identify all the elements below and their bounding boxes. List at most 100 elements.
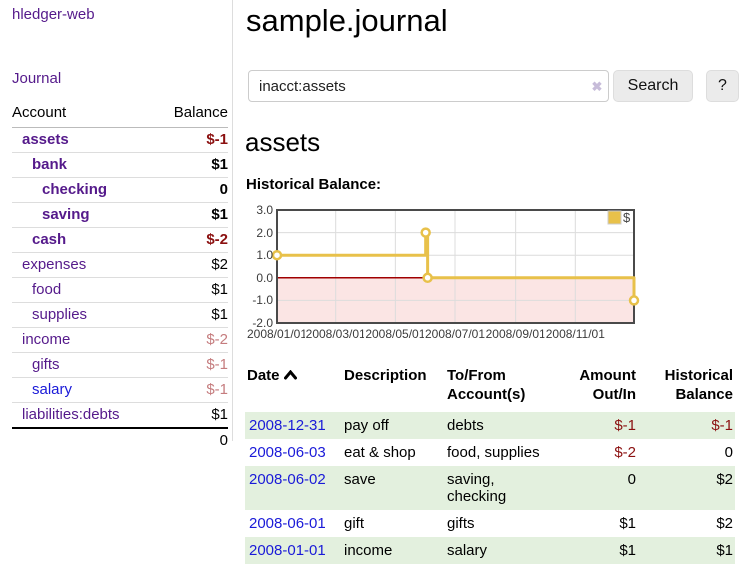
x-axis-tick-label: 2008/01/01 — [245, 327, 309, 341]
account-balance: $1 — [211, 306, 228, 323]
register-balance-cell: 0 — [724, 444, 733, 461]
account-link[interactable]: supplies — [32, 306, 88, 323]
accounts-header-account: Account — [12, 102, 156, 128]
account-name-cell: gifts — [12, 353, 156, 378]
y-axis-tick-label: -1.0 — [252, 293, 273, 308]
sidebar: hledger-web Journal Account Balance asse… — [0, 0, 233, 449]
account-link[interactable]: bank — [32, 156, 68, 173]
accounts-total-spacer — [12, 428, 156, 453]
account-link[interactable]: cash — [32, 231, 67, 248]
y-axis-tick-label: 0.0 — [256, 270, 273, 285]
register-date-cell: 2008-06-01 — [245, 510, 342, 537]
historical-balance-chart: $3.0 2.0 1.0 0.0 -1.0 -2.0 2008/01/01 2008/03/0… — [245, 200, 645, 348]
account-balance: $-2 — [206, 231, 228, 248]
register-amount-cell: $-2 — [614, 444, 636, 461]
account-row: food $1 — [12, 278, 228, 303]
x-axis-tick-label: 2008/09/01 — [484, 327, 547, 341]
x-axis-tick-label: 2008/03/01 — [304, 327, 367, 341]
register-description-cell: pay off — [344, 417, 389, 434]
account-name-cell: checking — [12, 178, 156, 203]
search-input[interactable] — [248, 70, 609, 102]
register-row: 2008-06-03 eat & shop food, supplies $-2… — [245, 439, 735, 466]
register-accounts-cell: salary — [447, 542, 488, 559]
register-header-balance: Historical Balance — [664, 367, 733, 403]
y-axis-tick-label: 3.0 — [256, 203, 273, 217]
account-link[interactable]: gifts — [32, 356, 60, 373]
account-row: liabilities:debts $1 — [12, 403, 228, 429]
page-title: sample.journal — [246, 3, 448, 38]
account-row: checking 0 — [12, 178, 228, 203]
chart-legend-label: $ — [623, 210, 631, 225]
register-amount-cell: 0 — [627, 471, 636, 488]
register-table: Date Description To/From Account(s) Amou… — [245, 362, 735, 564]
account-link[interactable]: income — [22, 331, 71, 348]
account-balance: $1 — [211, 206, 228, 223]
account-name-cell: cash — [12, 228, 156, 253]
account-row: cash $-2 — [12, 228, 228, 253]
account-row: gifts $-1 — [12, 353, 228, 378]
clear-search-icon[interactable]: ✖ — [591, 79, 603, 94]
account-row: bank $1 — [12, 153, 228, 178]
account-row: supplies $1 — [12, 303, 228, 328]
accounts-total-value: 0 — [219, 432, 228, 449]
register-amount-cell: $1 — [619, 542, 636, 559]
transaction-date-link[interactable]: 2008-06-03 — [249, 444, 326, 461]
register-header-amount: Amount Out/In — [579, 367, 636, 403]
register-row: 2008-06-02 save saving, checking 0 $2 — [245, 466, 735, 510]
transaction-date-link[interactable]: 2008-01-01 — [249, 542, 326, 559]
register-row: 2008-01-01 income salary $1 $1 — [245, 537, 735, 564]
account-balance: 0 — [219, 181, 228, 198]
register-row: 2008-06-01 gift gifts $1 $2 — [245, 510, 735, 537]
account-name-cell: salary — [12, 378, 156, 403]
account-balance: $1 — [211, 156, 228, 173]
register-description-cell: gift — [344, 515, 365, 532]
transaction-date-link[interactable]: 2008-06-01 — [249, 515, 326, 532]
account-link[interactable]: salary — [32, 381, 73, 398]
account-name-cell: supplies — [12, 303, 156, 328]
sidebar-item-journal[interactable]: Journal — [12, 70, 62, 87]
x-axis-tick-label: 2008/07/01 — [423, 327, 487, 341]
register-accounts-cell: saving, checking — [447, 471, 507, 505]
account-row: salary $-1 — [12, 378, 228, 403]
help-button[interactable]: ? — [706, 70, 739, 102]
transaction-date-link[interactable]: 2008-12-31 — [249, 417, 326, 434]
search-button[interactable]: Search — [613, 70, 693, 102]
account-row: expenses $2 — [12, 253, 228, 278]
account-link[interactable]: expenses — [22, 256, 87, 273]
register-amount-cell: $-1 — [614, 417, 636, 434]
register-date-cell: 2008-01-01 — [245, 537, 342, 564]
account-balance: $2 — [211, 256, 228, 273]
account-link[interactable]: assets — [22, 131, 69, 148]
y-axis-tick-label: 2.0 — [256, 225, 273, 240]
account-row: income $-2 — [12, 328, 228, 353]
register-accounts-cell: food, supplies — [447, 444, 540, 461]
register-balance-cell: $2 — [716, 515, 733, 532]
register-date-cell: 2008-06-03 — [245, 439, 342, 466]
accounts-header-row: Account Balance — [12, 102, 228, 128]
register-header-row: Date Description To/From Account(s) Amou… — [245, 362, 735, 412]
register-header-accounts: To/From Account(s) — [447, 367, 526, 403]
register-date-cell: 2008-06-02 — [245, 466, 342, 510]
register-balance-cell: $1 — [716, 542, 733, 559]
chart-canvas: $ — [271, 209, 640, 324]
account-link[interactable]: liabilities:debts — [22, 406, 120, 423]
register-description-cell: eat & shop — [344, 444, 416, 461]
account-row: saving $1 — [12, 203, 228, 228]
account-balance: $1 — [211, 406, 228, 423]
register-description-cell: save — [344, 471, 376, 488]
account-balance: $-2 — [206, 331, 228, 348]
account-balance: $-1 — [206, 356, 228, 373]
account-heading: assets — [245, 127, 321, 157]
accounts-total-row: 0 — [12, 428, 228, 453]
register-header-date[interactable]: Date — [245, 362, 342, 412]
account-name-cell: liabilities:debts — [12, 403, 156, 429]
y-axis-tick-label: -2.0 — [252, 316, 273, 330]
app-title-link[interactable]: hledger-web — [12, 6, 95, 23]
account-name-cell: assets — [12, 128, 156, 153]
account-balance: $1 — [211, 281, 228, 298]
transaction-date-link[interactable]: 2008-06-02 — [249, 471, 326, 488]
account-link[interactable]: food — [32, 281, 62, 298]
account-link[interactable]: checking — [42, 181, 108, 198]
account-link[interactable]: saving — [42, 206, 90, 223]
account-name-cell: expenses — [12, 253, 156, 278]
